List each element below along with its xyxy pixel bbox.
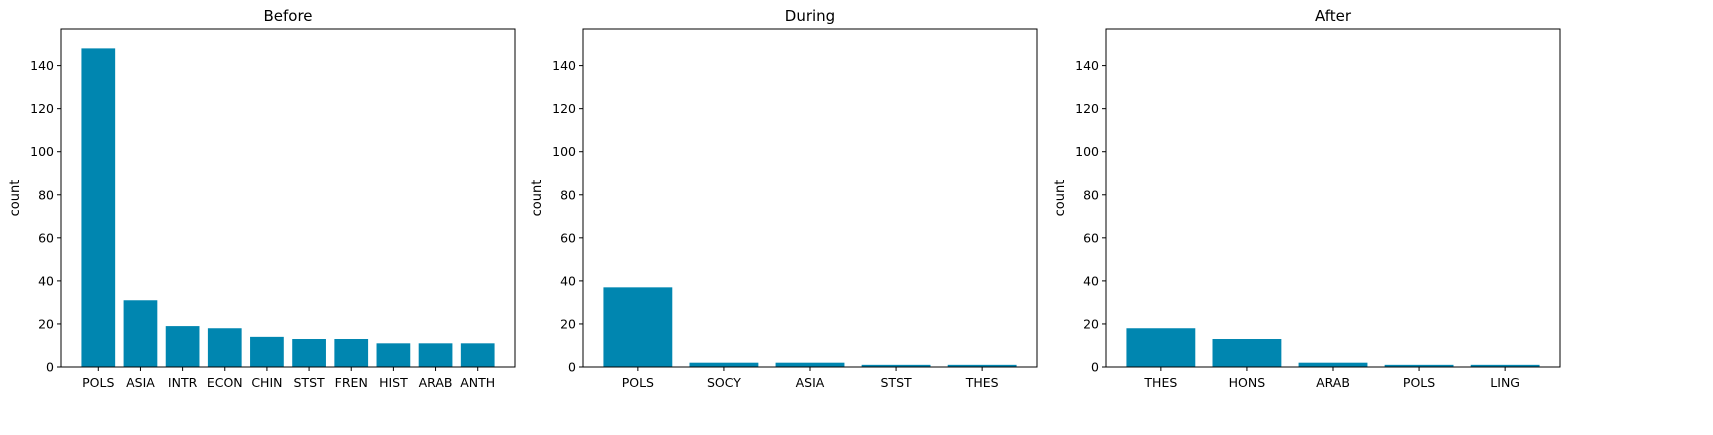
y-tick-label: 0 <box>46 360 54 375</box>
bar-socy <box>689 362 759 367</box>
bar-econ <box>207 328 242 367</box>
y-tick-label: 140 <box>1075 58 1099 73</box>
y-tick-label: 80 <box>1083 187 1099 202</box>
y-tick-label: 40 <box>1083 273 1099 288</box>
axes-frame <box>60 28 516 368</box>
x-tick-label: POLS <box>1403 375 1435 390</box>
x-tick-label: ARAB <box>1316 375 1350 390</box>
bar-intr <box>165 326 200 367</box>
y-tick-label: 20 <box>560 316 576 331</box>
x-tick-label: SOCY <box>707 375 741 390</box>
bar-thes <box>947 364 1017 367</box>
y-tick-label: 100 <box>552 144 576 159</box>
x-tick-label: ECON <box>207 375 243 390</box>
y-tick-label: 0 <box>1091 360 1099 375</box>
bar-hons <box>1212 339 1282 367</box>
bar-arab <box>1298 362 1368 367</box>
bar-fren <box>334 339 369 367</box>
y-tick-label: 120 <box>1075 101 1099 116</box>
y-tick-label: 20 <box>38 316 54 331</box>
chart-panel-2: 0 20 40 60 80 100 120 140 THES HONS ARAB POLS LING co… <box>1053 7 1561 390</box>
x-tick-label: THES <box>1143 375 1177 390</box>
axes-frame <box>1105 28 1561 368</box>
chart-panel-1: 0 20 40 60 80 100 120 140 POLS SOCY ASIA STST THES co… <box>530 7 1038 390</box>
x-tick-label: ASIA <box>796 375 825 390</box>
x-tick-label: STST <box>881 375 913 390</box>
chart-title: Before <box>263 7 312 25</box>
y-tick-label: 60 <box>560 230 576 245</box>
x-tick-label: POLS <box>622 375 654 390</box>
y-tick-label: 140 <box>30 58 54 73</box>
bar-asia <box>775 362 845 367</box>
x-tick-label: ARAB <box>419 375 453 390</box>
y-tick-label: 120 <box>30 101 54 116</box>
bar-asia <box>123 300 158 367</box>
y-tick-label: 60 <box>38 230 54 245</box>
y-tick-label: 40 <box>560 273 576 288</box>
y-tick-label: 140 <box>552 58 576 73</box>
x-tick-label: POLS <box>82 375 114 390</box>
y-axis-label: count <box>530 180 545 217</box>
x-tick-label: CHIN <box>251 375 282 390</box>
bar-chin <box>250 336 284 367</box>
bar-anth <box>460 343 495 367</box>
bar-pols <box>1384 364 1454 367</box>
x-tick-label: HIST <box>379 375 408 390</box>
x-tick-label: FREN <box>335 375 368 390</box>
bar-pols <box>603 287 673 367</box>
y-tick-label: 120 <box>552 101 576 116</box>
y-tick-label: 20 <box>1083 316 1099 331</box>
x-tick-label: INTR <box>168 375 198 390</box>
y-tick-label: 60 <box>1083 230 1099 245</box>
y-tick-label: 100 <box>30 144 54 159</box>
bar-stst <box>861 364 931 367</box>
y-tick-label: 80 <box>560 187 576 202</box>
y-tick-label: 0 <box>568 360 576 375</box>
bar-hist <box>376 343 411 367</box>
y-axis-label: count <box>1053 180 1068 217</box>
chart-panel-0: 0 20 40 60 80 100 120 140 POLS ASIA INTR ECON CHIN ST… <box>8 7 516 390</box>
x-tick-label: ANTH <box>460 375 495 390</box>
x-tick-label: THES <box>965 375 999 390</box>
y-tick-label: 80 <box>38 187 54 202</box>
x-tick-label: ASIA <box>126 375 155 390</box>
x-tick-label: HONS <box>1229 375 1266 390</box>
bar-thes <box>1126 328 1196 367</box>
bar-pols <box>81 48 116 367</box>
x-tick-label: LING <box>1490 375 1520 390</box>
bar-arab <box>418 343 453 367</box>
chart-title: After <box>1315 7 1352 25</box>
y-axis-label: count <box>8 180 23 217</box>
chart-title: During <box>785 7 835 25</box>
y-tick-label: 40 <box>38 273 54 288</box>
y-tick-label: 100 <box>1075 144 1099 159</box>
bar-stst <box>292 339 326 367</box>
x-tick-label: STST <box>294 375 326 390</box>
bar-ling <box>1470 364 1540 367</box>
